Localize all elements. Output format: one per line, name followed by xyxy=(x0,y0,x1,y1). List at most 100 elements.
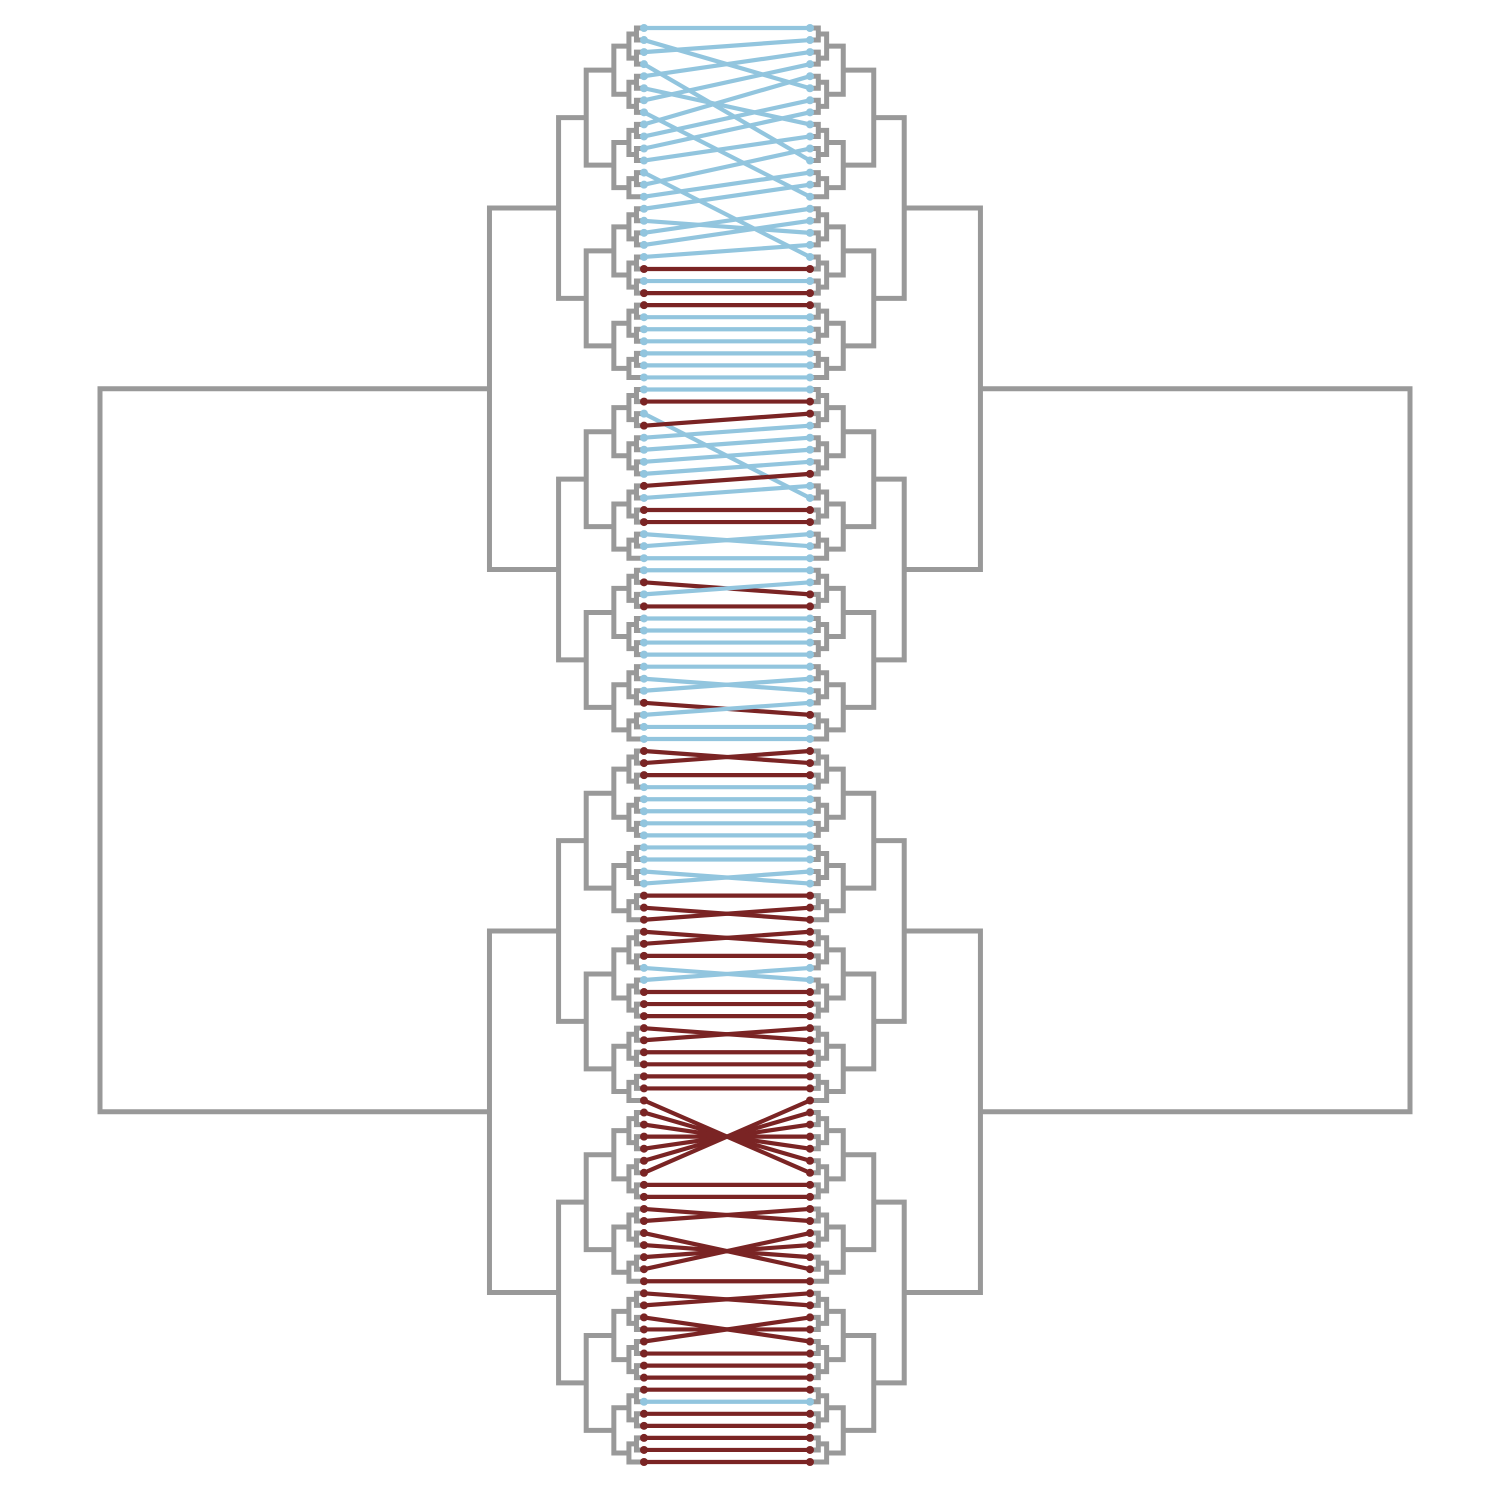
right-tree-branch xyxy=(810,977,821,995)
left-tree-branch xyxy=(583,67,614,168)
right-leaf-dot xyxy=(806,542,814,551)
left-leaf-dot xyxy=(640,975,648,984)
right-tree-branch xyxy=(826,1128,846,1182)
left-leaf-dot xyxy=(640,1349,648,1358)
right-tree-branch xyxy=(818,212,830,242)
right-tree-branch xyxy=(810,664,821,682)
right-leaf-dot xyxy=(806,674,814,683)
right-leaf-dot xyxy=(806,325,814,334)
left-tree-branch xyxy=(611,1308,629,1363)
left-leaf-dot xyxy=(640,228,648,237)
left-leaf-dot xyxy=(640,530,648,539)
left-tree-branch xyxy=(486,205,559,573)
left-leaf-dot xyxy=(640,1012,648,1021)
left-leaf-dot xyxy=(640,879,648,888)
right-leaf-dot xyxy=(806,204,814,213)
left-tree-branch xyxy=(626,1116,637,1146)
right-leaf-dot xyxy=(806,903,814,912)
right-leaf-dot xyxy=(806,240,814,249)
left-tree-branch xyxy=(626,176,644,200)
right-tree-branch xyxy=(810,170,821,188)
right-tree-branch xyxy=(810,591,821,609)
left-leaf-dot xyxy=(640,650,648,659)
left-tree-branch xyxy=(626,718,644,742)
connection-line-light xyxy=(641,965,813,983)
left-leaf-dot xyxy=(640,1421,648,1430)
right-leaf-dot xyxy=(806,48,814,57)
right-leaf-dot xyxy=(806,289,814,298)
right-tree-branch xyxy=(810,411,821,429)
right-tree-branch xyxy=(810,1182,821,1200)
right-leaf-dot xyxy=(806,988,814,997)
left-leaf-dot xyxy=(640,1385,648,1394)
right-leaf-dot xyxy=(806,60,814,69)
right-tree-branch xyxy=(843,609,877,710)
right-tree-branch xyxy=(818,573,830,603)
left-leaf-dot xyxy=(640,84,648,93)
left-leaf-dot xyxy=(640,843,648,852)
right-tree-branch xyxy=(873,476,907,663)
right-tree-branch xyxy=(826,1224,846,1275)
right-tree-branch xyxy=(826,863,846,914)
right-leaf-dot xyxy=(806,192,814,201)
right-leaf-dot xyxy=(806,409,814,418)
right-leaf-dot xyxy=(806,638,814,647)
left-tree-branch xyxy=(556,115,587,301)
right-leaf-dot xyxy=(806,939,814,948)
right-leaf-dot xyxy=(806,1229,814,1238)
right-tree-branch xyxy=(810,483,821,501)
left-leaf-dot xyxy=(640,385,648,394)
right-leaf-dot xyxy=(806,277,814,286)
left-tree-branch xyxy=(611,139,629,191)
right-leaf-dot xyxy=(806,855,814,864)
left-tree-branch xyxy=(556,838,587,1024)
left-leaf-dot xyxy=(640,156,648,165)
right-leaf-dot xyxy=(806,602,814,611)
left-leaf-dot xyxy=(640,469,648,478)
left-tree-branch xyxy=(626,850,637,881)
left-leaf-dot xyxy=(640,891,648,900)
connection-line-dark xyxy=(641,411,813,428)
connection-line-light xyxy=(641,182,813,211)
right-leaf-dot xyxy=(806,1313,814,1322)
left-leaf-dot xyxy=(640,1156,648,1165)
right-leaf-dot xyxy=(806,506,814,515)
left-leaf-dot xyxy=(640,1048,648,1057)
left-leaf-dot xyxy=(640,867,648,876)
right-tree-branch xyxy=(810,953,821,971)
left-leaf-dot xyxy=(640,1361,648,1370)
left-leaf-dot xyxy=(640,1216,648,1225)
left-leaf-dot xyxy=(640,1253,648,1262)
left-leaf-dot xyxy=(640,144,648,153)
left-leaf-dot xyxy=(640,771,648,780)
right-leaf-dot xyxy=(806,759,814,768)
right-leaf-dot xyxy=(806,963,814,972)
right-leaf-dot xyxy=(806,180,814,189)
right-leaf-dot xyxy=(806,421,814,430)
right-tree-branch xyxy=(818,1031,830,1061)
left-tree-branch xyxy=(626,1393,637,1423)
left-leaf-dot xyxy=(640,1180,648,1189)
left-leaf-dot xyxy=(640,72,648,81)
right-leaf-dot xyxy=(806,156,814,165)
left-leaf-dot xyxy=(640,60,648,69)
right-leaf-dot xyxy=(806,951,814,960)
left-tree-branch xyxy=(626,489,637,519)
left-leaf-dot xyxy=(640,1072,648,1081)
left-tree-branch xyxy=(611,682,629,733)
right-tree-branch xyxy=(826,139,846,191)
right-leaf-dot xyxy=(806,1337,814,1346)
right-tree-branch xyxy=(810,73,821,91)
left-tree-branch xyxy=(611,1128,629,1182)
right-leaf-dot xyxy=(806,1012,814,1021)
left-leaf-dot xyxy=(640,397,648,406)
left-tree-branch xyxy=(626,1260,644,1284)
left-leaf-dot xyxy=(640,313,648,322)
right-tree-branch xyxy=(818,489,830,519)
right-tree-branch xyxy=(810,844,821,862)
right-leaf-dot xyxy=(806,481,814,490)
connection-lines xyxy=(641,25,813,1465)
right-leaf-dot xyxy=(806,252,814,261)
left-leaf-dot xyxy=(640,1325,648,1334)
left-leaf-dot xyxy=(640,252,648,261)
